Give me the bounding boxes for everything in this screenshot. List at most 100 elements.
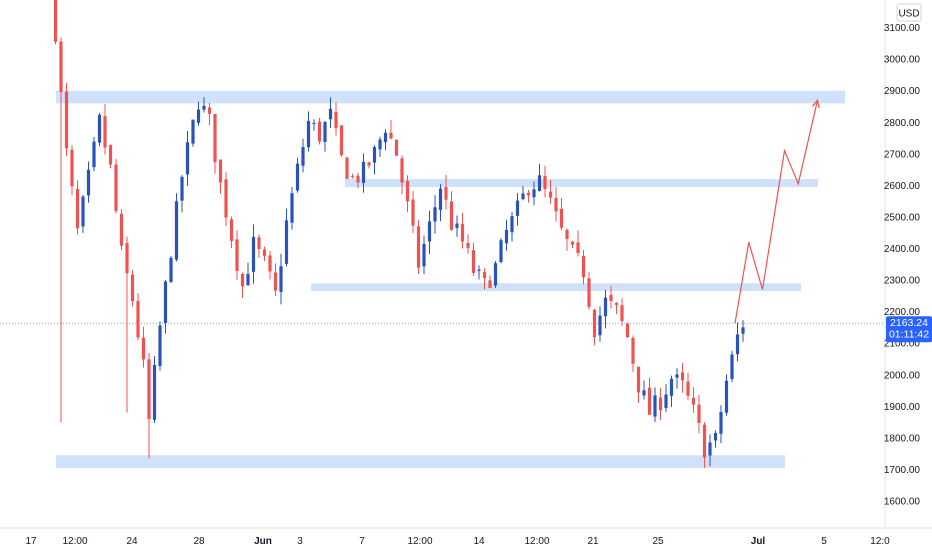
- candle-body: [367, 162, 371, 166]
- candle-body: [169, 257, 173, 283]
- candle-body: [488, 280, 492, 288]
- time-tick-label: 17: [25, 536, 37, 547]
- candle-body: [653, 395, 657, 417]
- candle-body: [152, 365, 157, 420]
- time-tick-label: Jun: [254, 536, 272, 547]
- bar-countdown: 01:11:42: [889, 329, 929, 341]
- currency-badge[interactable]: USD: [896, 3, 922, 22]
- candle-body: [713, 432, 718, 441]
- candle-body: [686, 381, 690, 396]
- last-price-tag: 2163.24 01:11:42: [886, 316, 932, 343]
- candle-body: [141, 337, 146, 360]
- candle-body: [92, 141, 96, 168]
- candle-body: [202, 105, 206, 110]
- candle-body: [174, 201, 179, 260]
- candle-body: [636, 366, 641, 393]
- price-tick-label: 2100.00: [884, 339, 921, 350]
- candle-body: [163, 281, 168, 324]
- time-tick-label: 12:00: [524, 536, 549, 547]
- support-resistance-zones: [56, 90, 845, 468]
- zone: [56, 90, 845, 104]
- candle-body: [581, 255, 586, 278]
- candle-body: [306, 120, 311, 148]
- candle-body: [493, 263, 498, 286]
- candle-body: [229, 219, 234, 242]
- time-tick-label: 28: [193, 536, 205, 547]
- candle-body: [658, 397, 663, 411]
- candle-body: [207, 107, 212, 114]
- candle-body: [64, 91, 69, 149]
- candle-body: [70, 149, 74, 187]
- candle-body: [471, 250, 476, 273]
- candle-body: [482, 272, 487, 279]
- candle-body: [125, 243, 129, 274]
- candle-body: [97, 114, 102, 143]
- candle-body: [147, 359, 151, 420]
- candle-body: [378, 139, 382, 150]
- candle-body: [323, 121, 327, 142]
- candle-body: [361, 161, 366, 183]
- candle-body: [702, 424, 707, 458]
- candle-body: [86, 169, 91, 196]
- candle-body: [158, 325, 162, 366]
- time-axis[interactable]: 17 12:00 24 28 Jun 3 7 12:00 14 12:00 21 25 Jul 5 12:0: [0, 527, 932, 547]
- last-price-value: 2163.24: [890, 317, 928, 329]
- candle-body: [455, 223, 459, 228]
- price-tick-label: 2600.00: [884, 181, 921, 192]
- candle-body: [433, 207, 437, 222]
- candle-body: [262, 249, 267, 256]
- candle-body: [218, 159, 223, 183]
- candle-body: [669, 378, 674, 396]
- price-tick-label: 2900.00: [884, 86, 921, 97]
- candle-body: [273, 272, 278, 291]
- candle-body: [394, 139, 399, 156]
- candle-body: [180, 176, 184, 201]
- last-price-tag-background: [886, 316, 932, 343]
- candle-body: [345, 157, 349, 179]
- candle-body: [675, 374, 679, 378]
- candle-body: [130, 274, 135, 302]
- candle-body: [284, 220, 289, 264]
- price-axis-background: [885, 0, 932, 528]
- candle-body: [466, 242, 470, 249]
- candle-body: [477, 269, 481, 271]
- time-tick-label: 5: [821, 536, 827, 547]
- candle-body: [741, 327, 745, 334]
- candle-body: [730, 354, 734, 379]
- candle-body: [504, 229, 509, 244]
- time-tick-label: 12:00: [407, 536, 432, 547]
- price-axis-ticks: 1600.00 1700.00 1800.00 1900.00 2000.00 2100.…: [884, 23, 921, 507]
- candle-body: [719, 411, 723, 434]
- zone: [345, 179, 818, 187]
- projection-path: [734, 100, 819, 324]
- price-tick-label: 2200.00: [884, 307, 921, 318]
- candle-body: [191, 119, 195, 144]
- candle-body: [422, 243, 426, 267]
- time-tick-label: 7: [359, 536, 365, 547]
- time-tick-label: 25: [652, 536, 664, 547]
- candle-body: [598, 315, 602, 336]
- candle-body: [444, 187, 448, 200]
- price-tick-label: 1700.00: [884, 465, 921, 476]
- candle-body: [268, 255, 272, 272]
- candle-body: [603, 297, 608, 317]
- price-tick-label: 2300.00: [884, 276, 921, 287]
- candle-body: [631, 337, 635, 364]
- currency-badge-frame: [896, 3, 922, 22]
- candle-body: [81, 196, 85, 227]
- candle-body: [521, 193, 525, 200]
- candle-body: [334, 111, 338, 128]
- candle-body: [449, 201, 454, 230]
- candle-body: [691, 397, 696, 405]
- candle-body: [427, 221, 432, 242]
- candle-body: [257, 237, 261, 249]
- candle-body: [103, 116, 107, 148]
- candle-body: [620, 305, 624, 322]
- price-tick-label: 3000.00: [884, 55, 921, 66]
- candle-body: [625, 323, 630, 338]
- candle-body: [53, 0, 58, 42]
- price-axis[interactable]: 1600.00 1700.00 1800.00 1900.00 2000.00 2100.…: [884, 0, 932, 528]
- candle-body: [339, 125, 344, 156]
- candle-body: [515, 200, 520, 216]
